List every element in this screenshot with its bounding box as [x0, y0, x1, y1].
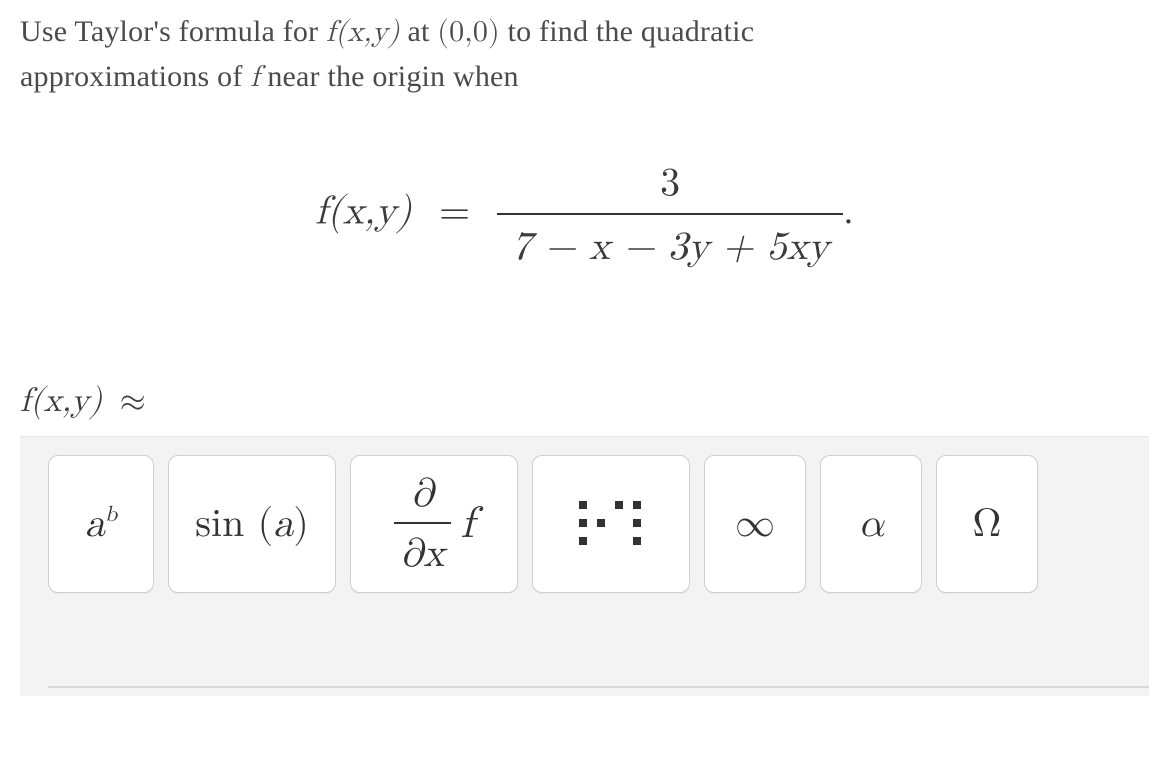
prompt-seg-2: to find the quadratic — [500, 15, 754, 48]
tool-greek-upper-button[interactable]: Ω — [936, 455, 1038, 593]
alpha-icon: α — [858, 500, 884, 548]
equals-sign: = — [439, 192, 470, 232]
toolbar-row: ab sin (a) ∂ ∂x f — [48, 455, 1133, 593]
tool-trig-arg: a — [273, 504, 293, 544]
tool-exponent-button[interactable]: ab — [48, 455, 154, 593]
toolbar-divider — [48, 686, 1149, 688]
matrix-icon — [579, 501, 643, 547]
tool-exp-base: a — [85, 504, 105, 544]
tool-partial-bot: ∂x — [394, 524, 451, 578]
tool-infinity-button[interactable]: ∞ — [704, 455, 806, 593]
tool-trig-lp: ( — [258, 504, 274, 544]
tool-trig-button[interactable]: sin (a) — [168, 455, 336, 593]
tool-matrix-button[interactable] — [532, 455, 690, 593]
math-fxy: f(x,y) — [326, 17, 400, 47]
math-f: f — [250, 62, 259, 92]
tool-greek-lower-button[interactable]: α — [820, 455, 922, 593]
formula-period: . — [843, 192, 854, 232]
equation-editor-toolbar: ab sin (a) ∂ ∂x f — [20, 436, 1149, 696]
infinity-icon: ∞ — [735, 500, 775, 548]
omega-icon: Ω — [973, 500, 1002, 548]
fraction-numerator: 3 — [497, 159, 843, 215]
prompt-seg-3: approximations of — [20, 60, 250, 93]
formula-lhs: f(x,y) — [315, 192, 412, 232]
prompt-seg-4: near the origin when — [260, 60, 519, 93]
tool-trig-fn: sin — [195, 504, 244, 544]
tool-trig-rp: ) — [293, 504, 309, 544]
answer-lhs: f(x,y) — [20, 384, 102, 418]
math-origin: (0,0) — [437, 17, 500, 47]
tool-exp-sup: b — [105, 504, 117, 526]
tool-partial-derivative-button[interactable]: ∂ ∂x f — [350, 455, 518, 593]
answer-label: f(x,y) ≈ — [20, 381, 1149, 422]
fraction-denominator: 7 − x − 3y + 5xy — [497, 215, 843, 271]
tool-partial-top: ∂ — [394, 470, 451, 524]
prompt-seg-1: Use Taylor's formula for — [20, 15, 326, 48]
fraction: 3 7 − x − 3y + 5xy — [497, 159, 843, 271]
prompt-seg-at: at — [400, 15, 437, 48]
approx-sign: ≈ — [120, 384, 146, 418]
tool-partial-fn: f — [461, 498, 474, 551]
prompt-text: Use Taylor's formula for f(x,y) at (0,0)… — [20, 10, 1149, 99]
question-page: Use Taylor's formula for f(x,y) at (0,0)… — [0, 0, 1169, 771]
display-formula: f(x,y) = 3 7 − x − 3y + 5xy . — [20, 159, 1149, 271]
